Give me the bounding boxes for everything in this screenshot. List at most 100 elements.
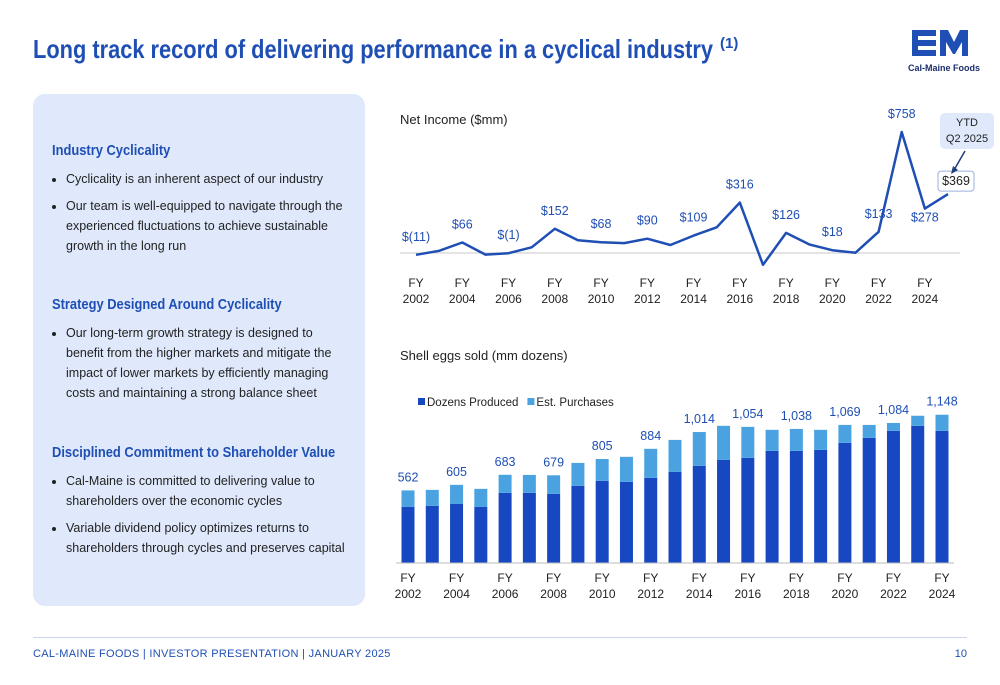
arrow-head: [951, 166, 958, 174]
bar-segment: [644, 448, 658, 478]
x-tick-label: FY 2014: [686, 571, 713, 601]
x-tick-label: FY 2018: [773, 276, 800, 306]
legend-label: Dozens Produced: [427, 397, 518, 409]
footnote-marker: (1): [720, 35, 738, 52]
value-label: $109: [680, 211, 708, 225]
bar-segment: [692, 432, 706, 466]
bar-segment: [547, 475, 561, 494]
bar-segment: [401, 490, 415, 507]
bar-segment: [668, 439, 682, 472]
value-label: $316: [726, 178, 754, 192]
bar-segment: [450, 503, 464, 563]
legend-label: Est. Purchases: [536, 397, 614, 409]
footer-text: CAL-MAINE FOODS | INVESTOR PRESENTATION …: [33, 648, 391, 660]
bar-segment: [619, 481, 633, 563]
bar-segment: [741, 457, 755, 563]
total-label: 1,038: [781, 409, 812, 423]
bar-segment: [668, 471, 682, 563]
bar-segment: [862, 424, 876, 438]
bar-segment: [474, 488, 488, 507]
x-tick-label: FY 2008: [540, 571, 567, 601]
bar-segment: [692, 465, 706, 563]
total-label: 1,148: [926, 395, 957, 409]
slide-title: Long track record of delivering performa…: [33, 34, 713, 64]
value-label: $90: [637, 214, 658, 228]
legend-swatch: [527, 398, 535, 405]
bar-segment: [789, 450, 803, 563]
value-label: $(1): [497, 228, 519, 242]
x-tick-label: FY 2018: [783, 571, 810, 601]
section-heading: Disciplined Commitment to Shareholder Va…: [52, 444, 336, 461]
bar-segment: [765, 450, 779, 563]
bar-segment: [838, 442, 852, 563]
bar-segment: [498, 474, 512, 493]
total-label: 884: [640, 429, 661, 443]
bullet-list: Cyclicality is an inherent aspect of our…: [52, 169, 352, 256]
bar-segment: [911, 425, 925, 563]
x-tick-label: FY 2002: [403, 276, 430, 306]
bar-segment: [886, 430, 900, 563]
bullet: Our long-term growth strategy is designe…: [66, 323, 352, 403]
bar-segment: [522, 474, 536, 493]
section-heading: Industry Cyclicality: [52, 142, 171, 159]
sidebar: Industry Cyclicality Cyclicality is an in…: [33, 94, 365, 606]
total-label: 1,084: [878, 403, 909, 417]
x-tick-label: FY 2024: [912, 276, 939, 306]
chart-title: Net Income ($mm): [400, 112, 508, 127]
bullet: Our team is well-equipped to navigate th…: [66, 196, 352, 256]
sidebar-section: Disciplined Commitment to Shareholder Va…: [52, 444, 352, 565]
total-label: 683: [495, 455, 516, 469]
value-label: $68: [591, 217, 612, 231]
bullet-list: Our long-term growth strategy is designe…: [52, 323, 352, 403]
value-label: $18: [822, 225, 843, 239]
bar-segment: [935, 414, 949, 431]
bar-segment: [425, 505, 439, 563]
total-label: 605: [446, 465, 467, 479]
value-label: $133: [865, 207, 893, 221]
x-tick-label: FY 2016: [734, 571, 761, 601]
x-tick-label: FY 2024: [929, 571, 956, 601]
total-label: 1,069: [829, 405, 860, 419]
total-label: 1,054: [732, 407, 763, 421]
total-label: 562: [398, 470, 419, 484]
annotation-box: [940, 113, 994, 149]
annotation-arrow: [953, 150, 966, 171]
bullet: Cal-Maine is committed to delivering val…: [66, 471, 352, 511]
x-tick-label: FY 2004: [443, 571, 470, 601]
legend-swatch: [418, 398, 425, 405]
bar-segment: [522, 492, 536, 563]
total-label: 679: [543, 455, 564, 469]
bar-segment: [619, 456, 633, 482]
bar-segment: [595, 480, 609, 563]
bar-segment: [547, 493, 561, 563]
logo: Cal-Maine Foods: [908, 28, 980, 73]
x-tick-label: FY 2006: [492, 571, 519, 601]
bar-segment: [644, 477, 658, 563]
bar-segment: [595, 459, 609, 481]
sidebar-section: Strategy Designed Around Cyclicality Our …: [52, 296, 352, 410]
bar-segment: [717, 459, 731, 563]
x-tick-label: FY 2002: [395, 571, 422, 601]
sidebar-section: Industry Cyclicality Cyclicality is an in…: [52, 142, 352, 263]
logo-mark: [912, 30, 968, 56]
bar-segment: [474, 506, 488, 563]
bar-segment: [838, 424, 852, 443]
title-block: Long track record of delivering performa…: [33, 34, 738, 64]
section-heading: Strategy Designed Around Cyclicality: [52, 296, 282, 313]
bar-segment: [911, 415, 925, 426]
x-tick-label: FY 2006: [495, 276, 522, 306]
x-tick-label: FY 2008: [541, 276, 568, 306]
bullet: Cyclicality is an inherent aspect of our…: [66, 169, 352, 189]
bar-segment: [498, 492, 512, 563]
value-label: $152: [541, 204, 569, 218]
bar-segment: [401, 506, 415, 563]
bullet: Variable dividend policy optimizes retur…: [66, 518, 352, 558]
x-tick-label: FY 2020: [819, 276, 846, 306]
value-label: $369: [942, 174, 970, 188]
x-tick-label: FY 2022: [880, 571, 907, 601]
bullet-list: Cal-Maine is committed to delivering val…: [52, 471, 352, 558]
x-tick-label: FY 2010: [589, 571, 616, 601]
x-tick-label: FY 2004: [449, 276, 476, 306]
value-label: $278: [911, 211, 939, 225]
total-label: 1,014: [684, 412, 715, 426]
